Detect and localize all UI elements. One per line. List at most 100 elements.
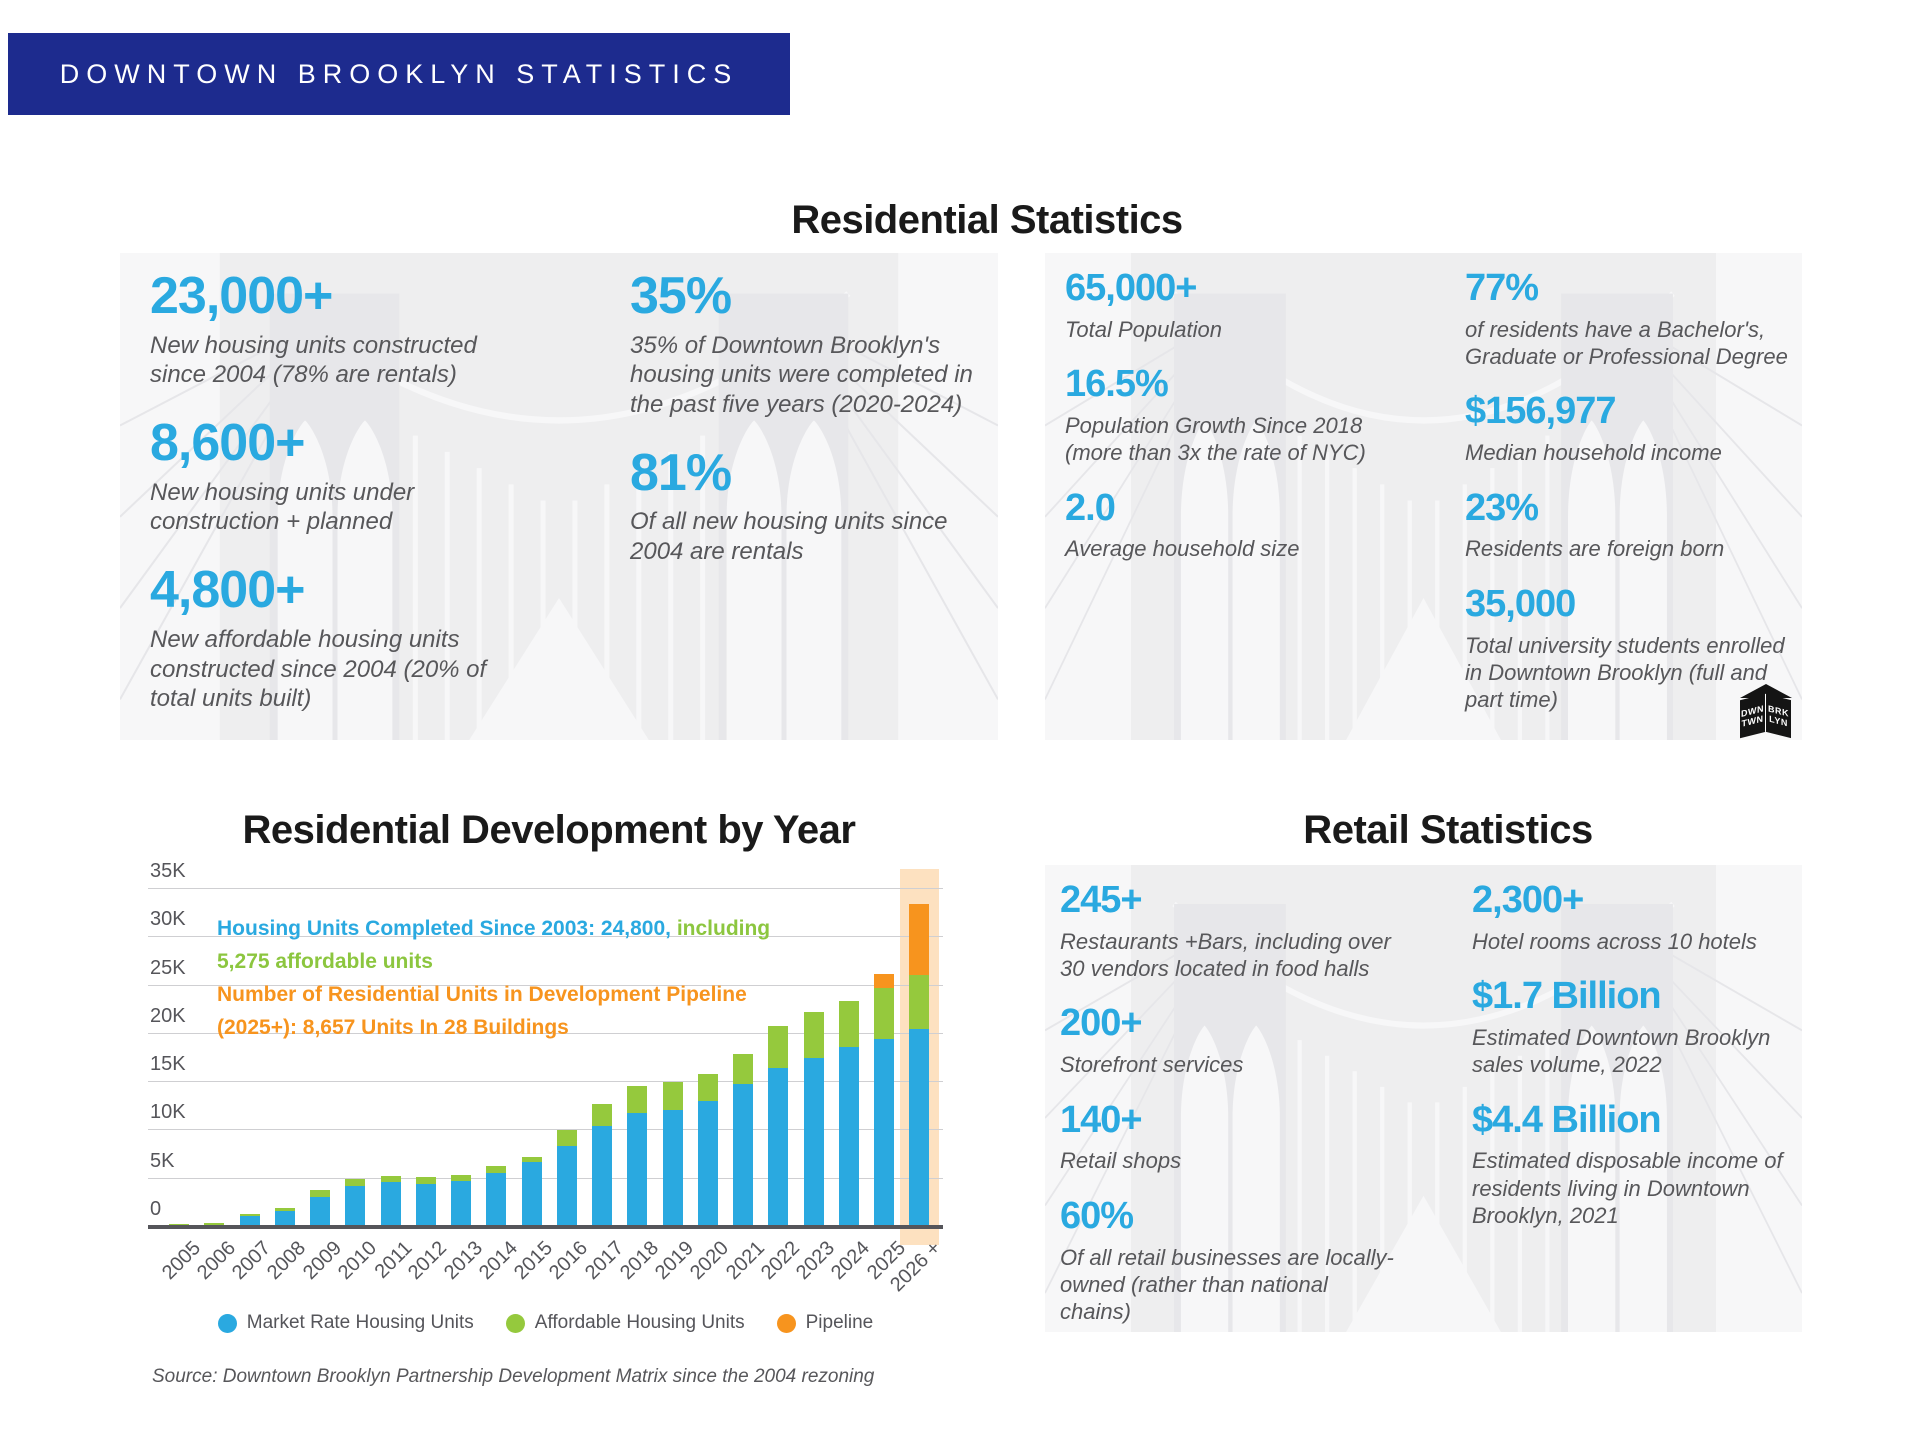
stat-item: 2.0 Average household size <box>1065 488 1445 563</box>
stat-value: 200+ <box>1060 1002 1143 1045</box>
y-axis-tick-label: 30K <box>150 908 186 931</box>
y-axis-tick-label: 0 <box>150 1198 162 1220</box>
bar-segment-market-rate-housing-units <box>415 1183 436 1227</box>
x-axis-tick-label: 2024 <box>827 1237 875 1285</box>
residential-development-chart: Housing Units Completed Since 2003: 24,8… <box>148 860 945 1296</box>
x-axis-tick-label: 2006 <box>192 1237 240 1285</box>
x-axis-tick-label: 2009 <box>298 1237 346 1285</box>
bar-segment-affordable-housing-units <box>838 1001 859 1048</box>
annotation-segment: 5,275 affordable units <box>217 950 433 973</box>
stat-item: 77% of residents have a Bachelor's, Gradu… <box>1465 268 1802 370</box>
logo-face-right: BRK LYN <box>1766 693 1791 739</box>
y-axis-tick-label: 10K <box>150 1101 186 1124</box>
stat-desc: Total Population <box>1065 316 1222 342</box>
stat-value: 2,300+ <box>1472 879 1584 921</box>
y-axis-tick-label: 20K <box>150 1004 186 1027</box>
chart-annotation-line: Number of Residential Units in Developme… <box>217 983 770 1016</box>
stat-desc: Restaurants +Bars, including over 30 ven… <box>1060 928 1391 982</box>
chart-annotation-line: 5,275 affordable units <box>217 950 770 983</box>
stat-desc: of residents have a Bachelor's, Graduate… <box>1465 316 1788 370</box>
bar-segment-market-rate-housing-units <box>838 1047 859 1227</box>
y-axis-tick-label: 5K <box>150 1149 175 1172</box>
bar-segment-affordable-housing-units <box>803 1011 824 1058</box>
gridline <box>148 1177 943 1179</box>
x-axis-tick-label: 2017 <box>580 1237 628 1285</box>
bar-segment-market-rate-housing-units <box>803 1058 824 1227</box>
stat-desc: 35% of Downtown Brooklyn's housing units… <box>630 331 973 419</box>
bar-segment-affordable-housing-units <box>662 1082 683 1111</box>
legend-item: Pipeline <box>776 1312 874 1334</box>
bar-segment-market-rate-housing-units <box>380 1181 401 1227</box>
x-axis-tick-label: 2013 <box>439 1237 487 1285</box>
stat-item: $1.7 Billion Estimated Downtown Brooklyn … <box>1472 976 1802 1078</box>
residential-statistics-heading: Residential Statistics <box>791 198 1183 242</box>
bar-segment-market-rate-housing-units <box>556 1145 577 1227</box>
bar-segment-market-rate-housing-units <box>451 1180 472 1227</box>
stat-item: 200+ Storefront services <box>1060 1004 1450 1078</box>
bar-segment-affordable-housing-units <box>415 1177 436 1184</box>
stat-item: $4.4 Billion Estimated disposable income … <box>1472 1100 1802 1230</box>
x-axis-tick-label: 2008 <box>263 1237 311 1285</box>
bar-segment-affordable-housing-units <box>310 1190 331 1198</box>
legend-label: Pipeline <box>805 1312 874 1333</box>
stat-desc: Population Growth Since 2018 (more than … <box>1065 413 1366 466</box>
stat-value: 140+ <box>1060 1098 1143 1141</box>
retail-stats-column-2: 2,300+ Hotel rooms across 10 hotels $1.7 B… <box>1472 879 1802 1251</box>
bar-segment-pipeline <box>874 974 895 988</box>
stat-item: 81% Of all new housing units since 2004 a… <box>630 446 998 567</box>
stat-value: 245+ <box>1060 879 1143 921</box>
bar-segment-affordable-housing-units <box>521 1156 542 1163</box>
y-axis-tick-label: 15K <box>150 1053 186 1076</box>
stat-desc: Hotel rooms across 10 hotels <box>1472 928 1757 954</box>
stat-item: 245+ Restaurants +Bars, including over 30… <box>1060 879 1450 982</box>
banner: DOWNTOWN BROOKLYN STATISTICS <box>8 33 790 115</box>
legend-label: Affordable Housing Units <box>534 1312 745 1333</box>
stat-desc: New affordable housing units constructed… <box>150 625 487 713</box>
bar-segment-market-rate-housing-units <box>768 1067 789 1227</box>
stat-desc: Average household size <box>1065 536 1300 562</box>
stat-desc: New housing units under construction + p… <box>150 478 415 536</box>
x-axis-tick-label: 2018 <box>615 1237 663 1285</box>
stat-value: 23,000+ <box>150 267 333 325</box>
bar-segment-market-rate-housing-units <box>239 1216 260 1227</box>
stat-value: 35,000 <box>1465 582 1576 625</box>
housing-stats-column-1: 23,000+ New housing units constructed sin… <box>150 269 550 740</box>
annotation-segment: Housing Units Completed Since 2003: 24,8… <box>217 917 677 940</box>
x-axis-tick-label: 2005 <box>157 1237 205 1285</box>
legend-dot <box>776 1313 796 1333</box>
stat-value: 4,800+ <box>150 561 306 620</box>
bar-segment-affordable-housing-units <box>486 1166 507 1173</box>
bar-segment-market-rate-housing-units <box>310 1197 331 1227</box>
gridline <box>148 888 943 889</box>
x-axis-tick-label: 2012 <box>404 1237 452 1285</box>
bar-segment-affordable-housing-units <box>451 1175 472 1181</box>
annotation-segment: including <box>676 917 771 940</box>
bar-segment-market-rate-housing-units <box>874 1038 895 1227</box>
bar-segment-market-rate-housing-units <box>627 1113 648 1227</box>
bar-segment-affordable-housing-units <box>239 1213 260 1217</box>
residential-housing-card: 23,000+ New housing units constructed sin… <box>120 253 998 740</box>
chart-annotation-line: (2025+): 8,657 Units In 28 Buildings <box>217 1016 770 1049</box>
x-axis-tick-label: 2007 <box>228 1237 276 1285</box>
bar-segment-pipeline <box>909 903 930 975</box>
stat-value: 16.5% <box>1065 363 1169 406</box>
stat-value: 81% <box>630 443 732 502</box>
stat-value: $156,977 <box>1465 390 1617 433</box>
chart-source: Source: Downtown Brooklyn Partnership De… <box>152 1366 875 1387</box>
bar-segment-market-rate-housing-units <box>697 1101 718 1227</box>
bar-segment-affordable-housing-units <box>733 1054 754 1085</box>
stat-value: 23% <box>1465 486 1539 529</box>
x-axis-tick-label: 2022 <box>756 1237 804 1285</box>
stat-item: 2,300+ Hotel rooms across 10 hotels <box>1472 879 1802 955</box>
stat-item: 4,800+ New affordable housing units const… <box>150 563 550 714</box>
chart-legend: Market Rate Housing Units Affordable Hous… <box>148 1312 943 1334</box>
logo-cube-top <box>1740 684 1792 698</box>
stat-value: 35% <box>630 267 732 325</box>
annotation-segment: (2025+): 8,657 Units In 28 Buildings <box>217 1016 569 1039</box>
bar-segment-affordable-housing-units <box>345 1178 366 1187</box>
bar-segment-affordable-housing-units <box>274 1207 295 1211</box>
bar-segment-affordable-housing-units <box>768 1026 789 1068</box>
bar-segment-affordable-housing-units <box>380 1176 401 1182</box>
chart-annotation-line: Housing Units Completed Since 2003: 24,8… <box>217 917 770 950</box>
